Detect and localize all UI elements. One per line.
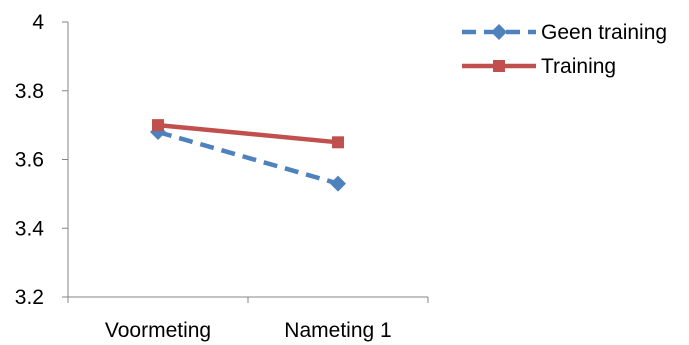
chart-series [150, 119, 346, 192]
legend-item: Geen training [462, 21, 667, 44]
legend-label: Geen training [541, 21, 667, 44]
y-tick-labels: 3.2 3.4 3.6 3.8 4 [15, 11, 45, 309]
series-geen-training [150, 124, 346, 192]
legend-marker-swatch [491, 24, 507, 40]
y-tick-label: 3.2 [15, 286, 44, 309]
x-tick-label: Nameting 1 [284, 319, 391, 342]
legend-marker-swatch [493, 60, 505, 72]
chart-legend: Geen training Training [462, 21, 667, 78]
series-line [157, 129, 339, 186]
legend-item: Training [462, 55, 616, 78]
series-training [152, 119, 344, 149]
data-point-marker [332, 136, 344, 149]
legend-label: Training [541, 55, 616, 78]
chart-axes [62, 21, 429, 303]
series-line [157, 122, 339, 145]
y-tick-label: 3.8 [15, 80, 44, 103]
y-tick-label: 3.6 [15, 149, 44, 172]
y-tick-label: 3.4 [15, 217, 45, 240]
y-tick-label: 4 [32, 11, 44, 34]
x-tick-labels: Voormeting Nameting 1 [105, 319, 392, 342]
data-point-marker [152, 119, 164, 132]
data-point-marker [330, 175, 346, 192]
x-tick-label: Voormeting [105, 319, 211, 342]
